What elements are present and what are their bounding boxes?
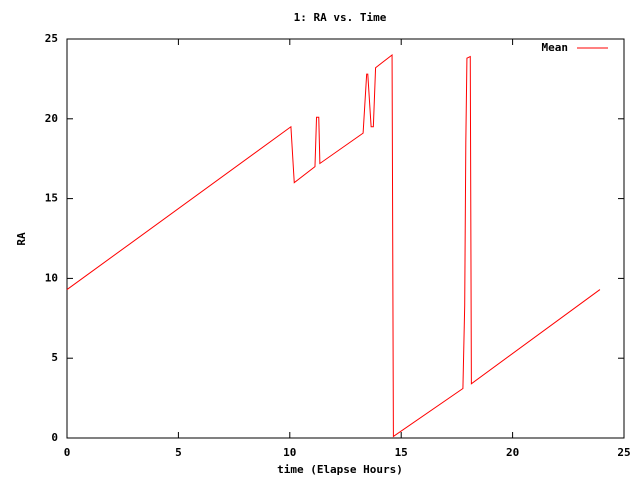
- y-tick-label: 20: [45, 112, 58, 125]
- x-tick-label: 25: [617, 446, 630, 459]
- y-tick-label: 5: [51, 351, 58, 364]
- y-tick-label: 25: [45, 32, 58, 45]
- x-tick-label: 0: [64, 446, 71, 459]
- y-axis-label: RA: [15, 232, 28, 246]
- plot-frame: [66, 38, 625, 439]
- legend-label: Mean: [542, 41, 569, 54]
- x-tick-label: 10: [283, 446, 296, 459]
- x-tick-label: 5: [175, 446, 182, 459]
- chart-title: 1: RA vs. Time: [294, 11, 387, 24]
- y-tick-label: 0: [51, 431, 58, 444]
- x-tick-label: 15: [395, 446, 408, 459]
- data-line: [66, 53, 601, 438]
- x-axis-label: time (Elapse Hours): [277, 463, 403, 476]
- x-tick-label: 20: [506, 446, 519, 459]
- y-tick-label: 10: [45, 271, 58, 284]
- y-tick-label: 15: [45, 192, 58, 205]
